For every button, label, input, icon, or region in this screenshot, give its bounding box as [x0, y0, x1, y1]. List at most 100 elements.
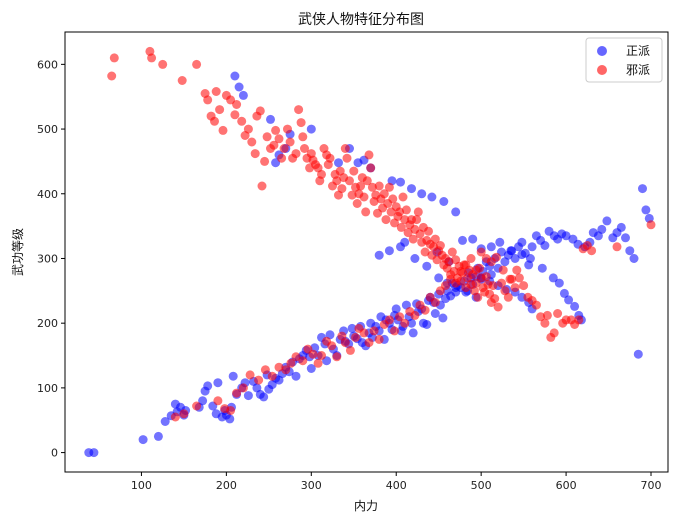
- y-tick-label: 100: [37, 382, 58, 395]
- point-zhengpai: [633, 349, 643, 359]
- point-xiepai: [536, 312, 546, 322]
- point-xiepai: [277, 153, 287, 163]
- y-axis: 0 100 200 300 400 500 600: [37, 58, 65, 460]
- point-xiepai: [498, 265, 508, 275]
- point-xiepai: [213, 396, 223, 406]
- point-xiepai: [340, 338, 350, 348]
- x-tick-label: 700: [641, 479, 662, 492]
- point-xiepai: [395, 207, 405, 217]
- point-xiepai: [420, 305, 430, 315]
- point-xiepai: [332, 176, 342, 186]
- point-xiepai: [476, 247, 486, 257]
- point-zhengpai: [243, 391, 253, 401]
- point-xiepai: [291, 149, 301, 159]
- point-xiepai: [269, 140, 279, 150]
- x-tick-label: 500: [471, 479, 492, 492]
- point-zhengpai: [306, 364, 316, 373]
- point-xiepai: [430, 234, 440, 244]
- point-zhengpai: [439, 197, 449, 206]
- point-xiepai: [359, 192, 369, 202]
- plot-frame: [64, 31, 669, 473]
- point-xiepai: [351, 332, 360, 342]
- point-xiepai: [471, 265, 481, 275]
- point-xiepai: [481, 272, 491, 282]
- point-xiepai: [531, 300, 541, 310]
- point-xiepai: [493, 302, 503, 312]
- point-xiepai: [400, 318, 410, 328]
- legend-label-xiepai: 邪派: [626, 63, 650, 77]
- y-tick-label: 500: [37, 123, 58, 136]
- point-zhengpai: [434, 273, 444, 283]
- point-xiepai: [291, 352, 301, 362]
- point-zhengpai: [548, 273, 558, 283]
- point-zhengpai: [266, 114, 275, 124]
- point-xiepai: [396, 222, 406, 232]
- point-xiepai: [408, 234, 418, 244]
- point-zhengpai: [160, 417, 170, 426]
- point-xiepai: [107, 71, 117, 81]
- point-zhengpai: [616, 222, 626, 232]
- point-xiepai: [345, 345, 355, 355]
- legend: 正派 邪派: [585, 37, 663, 83]
- point-xiepai: [170, 412, 180, 422]
- point-xiepai: [512, 265, 522, 275]
- point-xiepai: [491, 252, 501, 262]
- point-xiepai: [313, 358, 323, 368]
- point-zhengpai: [517, 250, 527, 260]
- point-xiepai: [361, 207, 371, 217]
- legend-label-zhengpai: 正派: [626, 44, 650, 58]
- point-xiepai: [317, 351, 326, 360]
- point-zhengpai: [554, 278, 564, 288]
- point-xiepai: [384, 182, 394, 192]
- point-xiepai: [646, 220, 656, 230]
- y-tick-label: 300: [37, 252, 58, 265]
- point-xiepai: [362, 176, 372, 186]
- x-tick-label: 100: [131, 479, 152, 492]
- point-xiepai: [215, 105, 225, 115]
- point-zhengpai: [228, 371, 238, 381]
- point-xiepai: [364, 338, 374, 348]
- point-xiepai: [451, 278, 461, 288]
- point-xiepai: [488, 281, 498, 291]
- point-xiepai: [379, 189, 389, 199]
- point-xiepai: [347, 190, 357, 200]
- point-zhengpai: [525, 254, 535, 263]
- point-zhengpai: [458, 235, 467, 245]
- point-xiepai: [274, 362, 284, 372]
- point-zhengpai: [306, 124, 316, 134]
- point-xiepai: [430, 298, 440, 307]
- point-zhengpai: [407, 318, 416, 328]
- point-zhengpai: [486, 242, 496, 252]
- point-xiepai: [505, 274, 515, 284]
- point-xiepai: [247, 137, 257, 147]
- point-zhengpai: [396, 177, 405, 187]
- x-axis: 100 200 300 400 500 600 700: [131, 472, 662, 492]
- point-xiepai: [490, 294, 500, 304]
- point-xiepai: [147, 53, 157, 63]
- point-xiepai: [158, 59, 168, 69]
- point-xiepai: [356, 181, 366, 191]
- point-xiepai: [317, 169, 326, 179]
- point-xiepai: [367, 182, 377, 192]
- point-xiepai: [398, 192, 408, 202]
- point-zhengpai: [625, 246, 635, 256]
- point-zhengpai: [408, 328, 418, 338]
- point-zhengpai: [213, 378, 223, 388]
- point-xiepai: [232, 388, 242, 398]
- point-zhengpai: [153, 431, 163, 441]
- point-zhengpai: [89, 448, 99, 458]
- point-xiepai: [286, 358, 296, 368]
- point-xiepai: [342, 153, 352, 163]
- point-xiepai: [245, 370, 255, 380]
- point-zhengpai: [638, 184, 647, 194]
- point-zhengpai: [438, 313, 448, 323]
- point-xiepai: [461, 260, 471, 270]
- point-zhengpai: [384, 246, 394, 256]
- point-xiepai: [226, 406, 236, 415]
- point-xiepai: [250, 149, 260, 159]
- point-xiepai: [332, 352, 342, 362]
- point-xiepai: [325, 153, 335, 163]
- point-xiepai: [401, 205, 411, 215]
- point-xiepai: [267, 371, 277, 381]
- point-xiepai: [281, 365, 291, 375]
